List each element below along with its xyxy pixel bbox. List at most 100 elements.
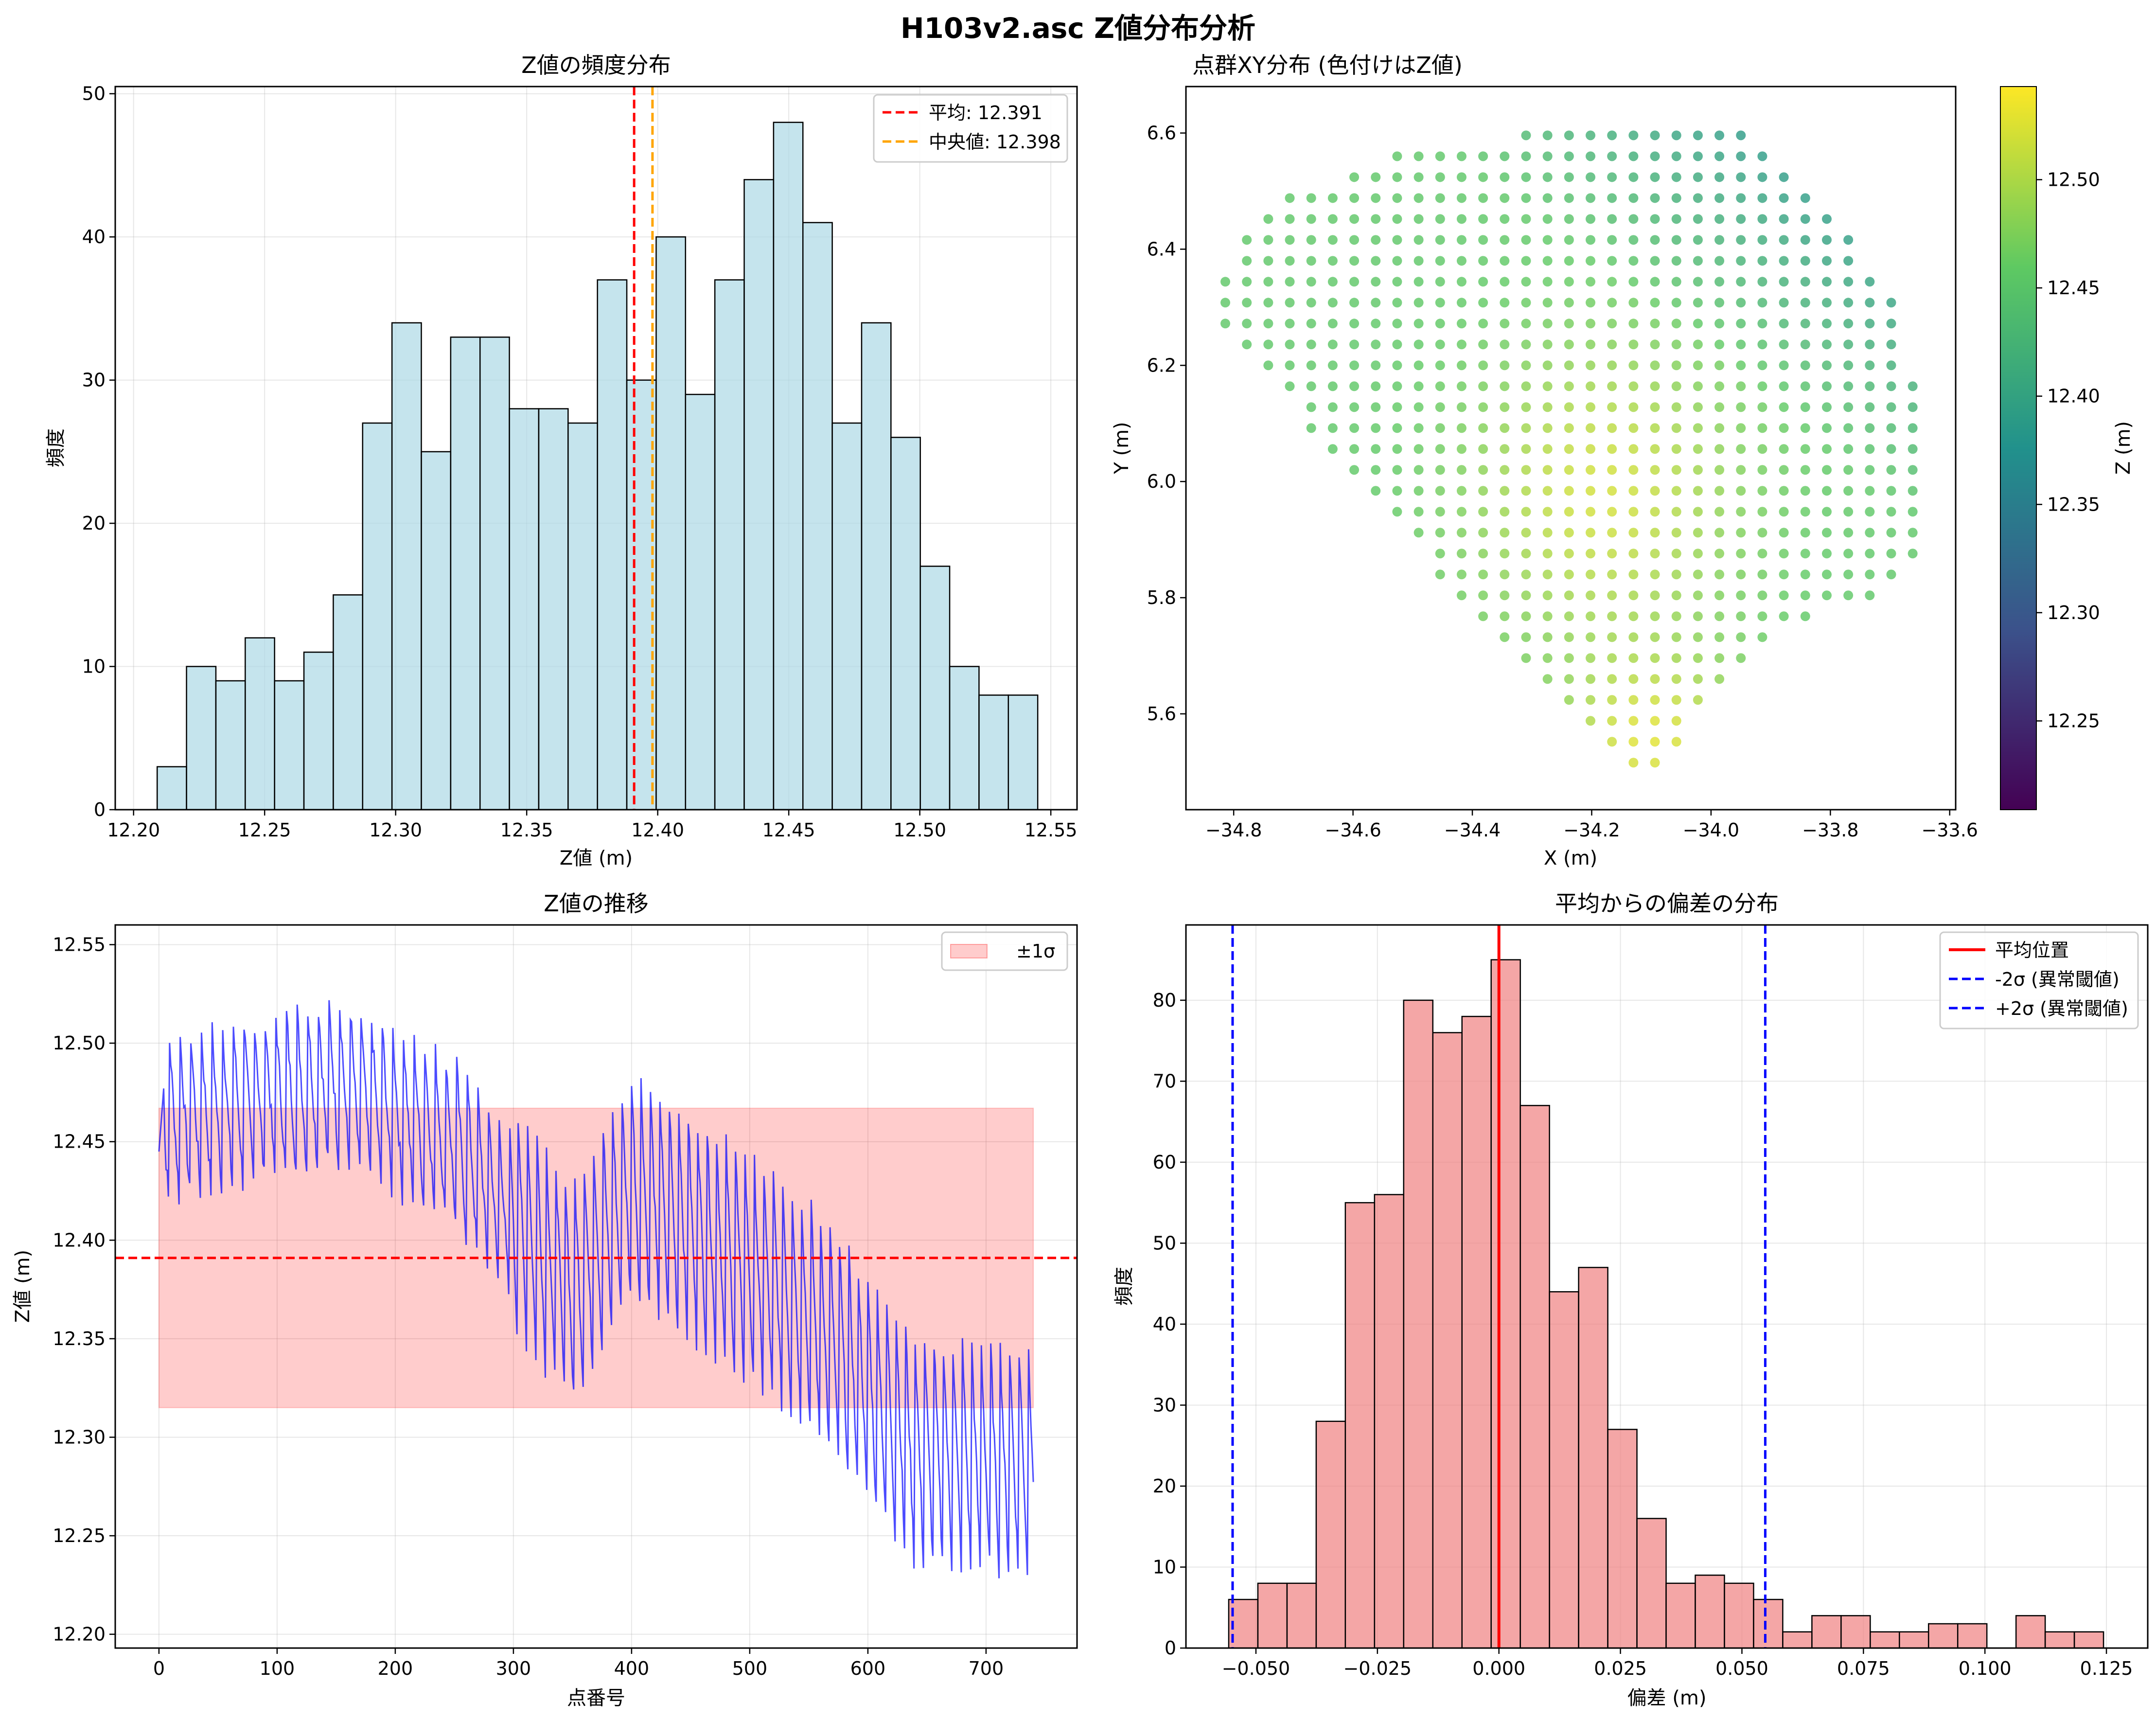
scatter-point	[1628, 569, 1639, 580]
scatter-point	[1607, 172, 1617, 182]
scatter-point	[1628, 486, 1639, 496]
scatter-point	[1607, 674, 1617, 684]
scatter-point	[1521, 339, 1531, 350]
colorbar-tick-label: 12.40	[2047, 386, 2100, 407]
scatter-point	[1650, 569, 1660, 580]
scatter-point	[1392, 193, 1402, 203]
scatter-point	[1628, 298, 1639, 308]
scatter-point	[1736, 319, 1746, 329]
z-series-ticks: 0 100 200 300 400 500 600 700 12.20 12.25 12.30 12.…	[53, 934, 1004, 1679]
scatter-point	[1736, 193, 1746, 203]
z-histogram-bars	[156, 122, 1039, 811]
scatter-point	[1821, 235, 1832, 245]
scatter-point	[1456, 193, 1467, 203]
scatter-point	[1607, 737, 1617, 747]
scatter-point	[1564, 151, 1574, 161]
histogram-bar	[1899, 1631, 1929, 1649]
scatter-point	[1371, 402, 1381, 412]
histogram-bar	[1578, 1267, 1608, 1649]
scatter-point	[1371, 172, 1381, 182]
scatter-point	[1306, 298, 1316, 308]
scatter-point	[1800, 423, 1810, 433]
scatter-point	[1779, 569, 1789, 580]
histogram-bar	[1782, 1631, 1813, 1649]
scatter-point	[1585, 486, 1595, 496]
scatter-point	[1607, 151, 1617, 161]
scatter-point	[1392, 402, 1402, 412]
scatter-point	[1908, 528, 1918, 538]
scatter-point	[1564, 360, 1574, 371]
y-tick-label: 6.6	[1147, 123, 1176, 144]
scatter-point	[1349, 298, 1360, 308]
scatter-point	[1242, 298, 1252, 308]
scatter-point	[1478, 590, 1488, 601]
scatter-point	[1585, 277, 1595, 287]
histogram-bar	[949, 666, 980, 811]
scatter-point	[1521, 277, 1531, 287]
histogram-bar	[186, 666, 217, 811]
scatter-point	[1564, 172, 1574, 182]
y-tick-label: 12.40	[53, 1229, 106, 1251]
scatter-point	[1843, 507, 1854, 517]
scatter-point	[1693, 569, 1703, 580]
scatter-point	[1886, 339, 1896, 350]
scatter-point	[1865, 486, 1875, 496]
scatter-point	[1843, 423, 1854, 433]
scatter-point	[1693, 172, 1703, 182]
x-tick-label: 600	[850, 1658, 886, 1679]
scatter-point	[1671, 151, 1681, 161]
scatter-point	[1521, 256, 1531, 266]
scatter-point	[1865, 444, 1875, 454]
scatter-point	[1327, 402, 1338, 412]
scatter-point	[1435, 402, 1445, 412]
scatter-point	[1435, 465, 1445, 475]
x-tick-label: 0.075	[1837, 1658, 1890, 1679]
scatter-point	[1779, 339, 1789, 350]
scatter-point	[1327, 235, 1338, 245]
scatter-point	[1714, 339, 1725, 350]
scatter-point	[1285, 214, 1295, 224]
histogram-bar	[685, 393, 716, 811]
histogram-bar	[1927, 1623, 1959, 1649]
scatter-point	[1542, 632, 1553, 642]
scatter-point	[1714, 549, 1725, 559]
scatter-point	[1349, 235, 1360, 245]
histogram-bar	[2015, 1615, 2046, 1649]
scatter-point	[1542, 486, 1553, 496]
scatter-point	[1821, 590, 1832, 601]
scatter-point	[1671, 235, 1681, 245]
scatter-point	[1306, 235, 1316, 245]
scatter-point	[1800, 569, 1810, 580]
colorbar-tick-label: 12.50	[2047, 169, 2100, 190]
scatter-point	[1327, 256, 1338, 266]
scatter-point	[1564, 674, 1574, 684]
scatter-point	[1478, 423, 1488, 433]
histogram-bar	[1490, 959, 1521, 1649]
scatter-point	[1435, 423, 1445, 433]
scatter-point	[1886, 528, 1896, 538]
histogram-bar	[861, 322, 892, 811]
scatter-point	[1500, 381, 1510, 391]
scatter-point	[1542, 360, 1553, 371]
scatter-point	[1478, 569, 1488, 580]
scatter-point	[1736, 549, 1746, 559]
scatter-point	[1693, 319, 1703, 329]
scatter-point	[1500, 277, 1510, 287]
scatter-point	[1542, 590, 1553, 601]
scatter-point	[1478, 507, 1488, 517]
scatter-point	[1671, 423, 1681, 433]
scatter-point	[1500, 423, 1510, 433]
scatter-point	[1607, 402, 1617, 412]
scatter-point	[1628, 130, 1639, 141]
scatter-point	[1521, 423, 1531, 433]
deviation-histogram-legend: 平均位置 -2σ (異常閾値) +2σ (異常閾値)	[1939, 931, 2139, 1029]
scatter-point	[1886, 360, 1896, 371]
scatter-point	[1564, 381, 1574, 391]
histogram-bar	[479, 337, 510, 811]
y-tick-label: 5.8	[1147, 587, 1176, 608]
x-tick-label: 12.30	[369, 819, 422, 841]
scatter-point	[1478, 277, 1488, 287]
histogram-bar	[303, 651, 334, 811]
scatter-point	[1392, 235, 1402, 245]
scatter-point	[1693, 528, 1703, 538]
